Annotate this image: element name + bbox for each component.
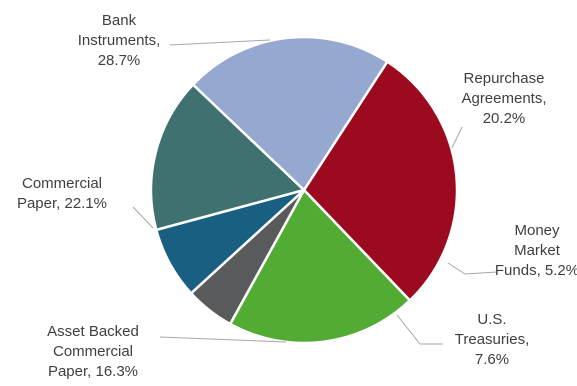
data-label-line: U.S. [477, 311, 506, 328]
data-label-asset-backed-commercial-paper: Asset Backed Commercial Paper, 16.3% [47, 323, 139, 380]
data-label-line: Funds, 5.2% [495, 262, 577, 279]
leader-lines [132, 39, 498, 345]
pie-slice-bank-instruments [302, 59, 459, 303]
data-label-line: Money [514, 222, 560, 239]
leader-line-bank-instruments [169, 39, 271, 46]
data-label-line: Agreements, [461, 90, 546, 107]
data-label-u-s-treasuries: U.S. Treasuries, 7.6% [455, 311, 529, 368]
data-label-money-market-funds: Money Market Funds, 5.2% [495, 222, 577, 279]
data-label-line: Treasuries, [455, 331, 529, 348]
leader-line-repurchase-agreements [451, 126, 463, 149]
leader-line-asset-backed-commercial-paper [159, 336, 287, 343]
data-label-line: Paper, 16.3% [48, 363, 138, 380]
pie-slice-asset-backed-commercial-paper [149, 82, 307, 232]
data-label-line: 28.7% [98, 52, 141, 69]
leader-line-commercial-paper [132, 206, 154, 229]
data-label-line: Repurchase [464, 70, 545, 87]
leader-line-money-market-funds [447, 262, 498, 275]
data-label-line: Paper, 22.1% [17, 195, 107, 212]
data-label-line: Commercial [53, 343, 133, 360]
leader-line-u-s-treasuries [396, 314, 443, 345]
data-label-line: Bank [102, 12, 137, 29]
data-label-line: 20.2% [483, 110, 526, 127]
data-label-commercial-paper: Commercial Paper, 22.1% [17, 175, 107, 212]
data-label-bank-instruments: Bank Instruments, 28.7% [78, 12, 161, 69]
data-label-line: Commercial [22, 175, 102, 192]
data-label-line: 7.6% [475, 351, 509, 368]
data-label-line: Asset Backed [47, 323, 139, 340]
pie-slice-repurchase-agreements [228, 187, 412, 345]
data-label-line: Instruments, [78, 32, 161, 49]
data-label-repurchase-agreements: Repurchase Agreements, 20.2% [461, 70, 546, 127]
data-label-line: Market [514, 242, 561, 259]
pie-slice-commercial-paper [191, 35, 390, 192]
pie-slices [149, 35, 459, 345]
data-labels: Bank Instruments, 28.7% Repurchase Agreement… [17, 12, 577, 380]
